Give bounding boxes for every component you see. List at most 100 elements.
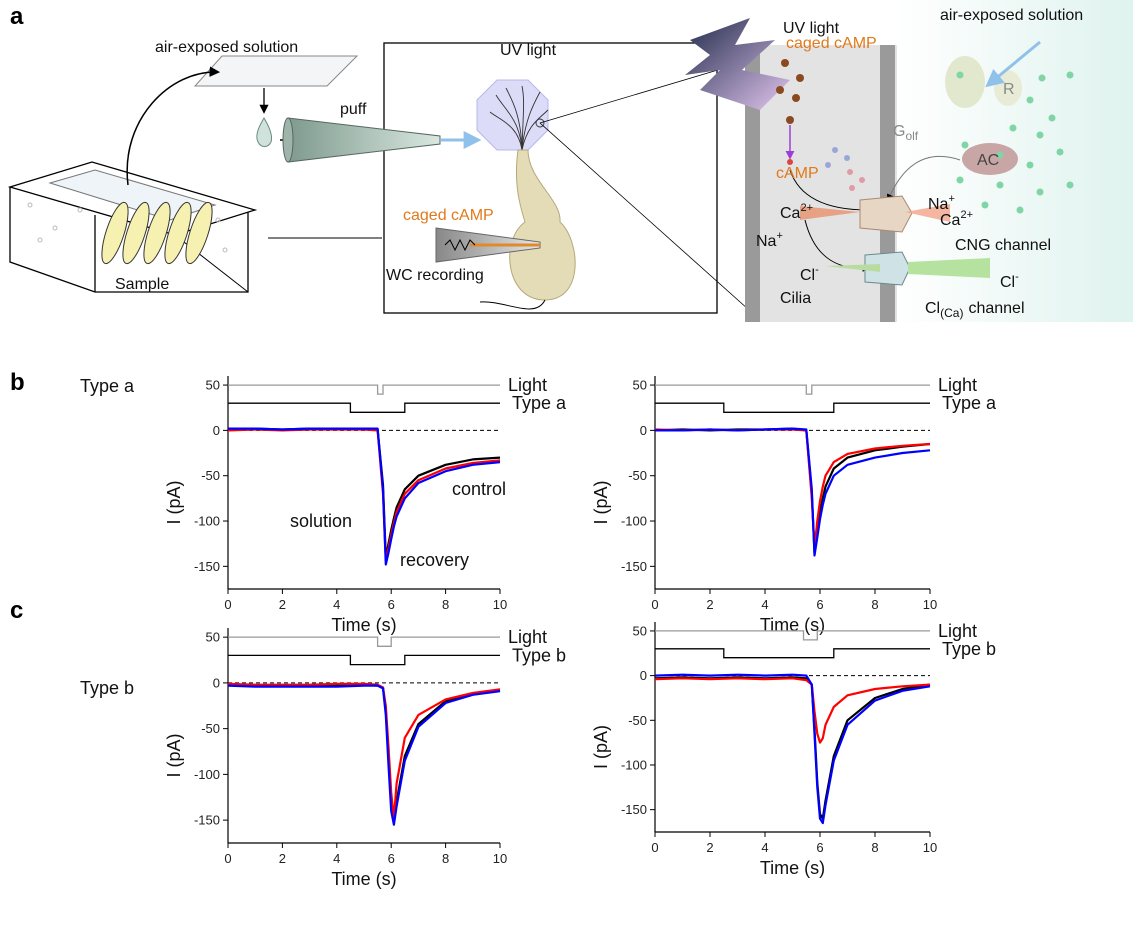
x-tick-label: 8 [442,597,449,612]
x-tick-label: 8 [871,840,878,855]
label: R [1003,81,1015,98]
label: Ca2+ [780,202,813,222]
trace [227,683,501,822]
x-tick-label: 6 [816,840,823,855]
label: CNG channel [955,237,1051,254]
sample-setup: air-exposed solution Sample a [7,3,385,293]
x-tick-label: 2 [706,597,713,612]
y-tick-label: -150 [621,802,647,817]
x-tick-label: 6 [388,851,395,866]
label: Golf [893,123,919,143]
y-tick-label: 50 [633,623,647,638]
trace [227,684,501,826]
panel-label: b [10,369,25,396]
step-trace [655,648,930,659]
y-tick-label: -150 [194,813,220,828]
step-label: Type b [942,639,996,659]
y-tick-label: 50 [633,378,647,393]
y-tick-label: 0 [640,423,647,438]
chart: 0 2 4 6 8 10 -150 -100 -50 0 50 Time (s) I (pA) Light… [164,627,566,889]
label: Na [756,233,777,250]
label: - [1015,271,1019,283]
y-tick-label: -100 [194,767,220,782]
row-label: Type b [80,678,134,698]
step-label: Type a [942,393,997,413]
label: + [776,230,782,242]
label: Cl [925,300,940,317]
label: AC [977,152,999,169]
x-tick-label: 10 [493,597,507,612]
label: UV light [783,20,840,37]
step-label: Type a [512,393,567,413]
label: Na+ [756,230,783,250]
trace [227,682,501,820]
x-tick-label: 0 [651,840,658,855]
x-tick-label: 2 [706,840,713,855]
x-tick-label: 0 [224,851,231,866]
trace [228,427,501,566]
y-tick-label: -100 [621,514,647,529]
label: Sample [115,276,169,293]
label: 2+ [960,209,973,221]
x-tick-label: 4 [333,597,340,612]
y-axis-label: I (pA) [164,733,184,777]
label: puff [340,101,367,118]
y-tick-label: 0 [213,423,220,438]
y-tick-label: -50 [628,468,647,483]
series-label: recovery [400,550,469,570]
step-trace [655,402,930,413]
step-trace [228,654,500,666]
label: air-exposed solution [155,39,298,56]
label: Ca [940,212,961,229]
step-trace [655,384,930,395]
y-tick-label: -50 [628,713,647,728]
trace [654,676,931,820]
label: Ca2+ [940,209,973,229]
label: Ca [780,205,801,222]
step-label: Light [508,375,547,395]
x-tick-label: 4 [333,851,340,866]
y-tick-label: -50 [201,721,220,736]
x-tick-label: 8 [871,597,878,612]
x-tick-label: 0 [651,597,658,612]
label: cAMP [776,165,819,182]
trace [654,428,931,550]
label: WC recording [386,267,484,284]
label: caged cAMP [786,35,877,52]
label: Cl [1000,274,1015,291]
x-tick-label: 10 [923,840,937,855]
step-label: Type b [512,645,566,665]
label: Cl [800,267,815,284]
x-tick-label: 4 [761,840,768,855]
x-tick-label: 10 [493,851,507,866]
label: Cl- [1000,271,1019,291]
y-tick-label: -100 [194,514,220,529]
y-tick-label: -150 [621,559,647,574]
chart: 0 2 4 6 8 10 -150 -100 -50 0 50 Time (s) I (pA) Light… [164,375,567,635]
step-trace [228,384,500,395]
label: Cilia [780,290,811,307]
x-axis-label: Time (s) [331,869,396,889]
label: - [815,264,819,276]
trace [654,673,931,825]
label: channel [968,300,1024,317]
y-tick-label: 50 [206,378,220,393]
x-tick-label: 6 [388,597,395,612]
label: caged cAMP [403,207,494,224]
label: + [948,193,954,205]
panel-label: a [10,3,24,30]
label: air-exposed solution [940,7,1083,24]
label: 2+ [800,202,813,214]
step-trace [655,630,930,641]
cilium-diagram: UV light caged cAMP Golf R AC cAMP Na+ C… [685,0,1133,322]
label: Na+ [928,193,955,213]
step-trace [228,402,500,413]
label: Na [928,196,949,213]
y-axis-label: I (pA) [164,480,184,524]
y-tick-label: 0 [213,675,220,690]
row-label: Type a [80,376,135,396]
y-tick-label: -50 [201,468,220,483]
x-axis-label: Time (s) [760,615,825,635]
x-tick-label: 2 [279,851,286,866]
x-axis-label: Time (s) [331,615,396,635]
